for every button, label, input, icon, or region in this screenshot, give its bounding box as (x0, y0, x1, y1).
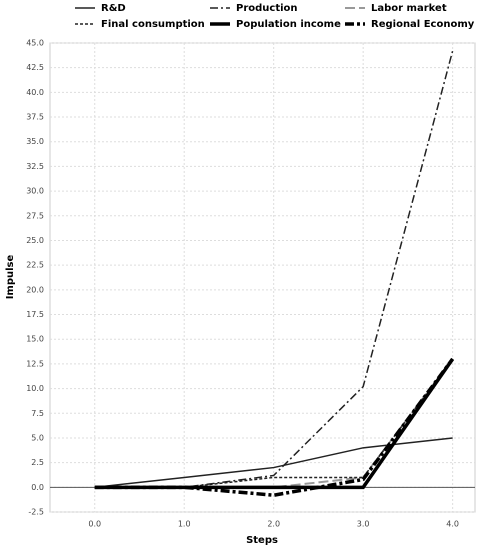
y-tick-label: 30.0 (26, 187, 44, 196)
x-tick-label: 2.0 (267, 520, 280, 529)
y-tick-label: 17.5 (26, 310, 44, 319)
x-tick-label: 1.0 (178, 520, 191, 529)
y-tick-label: 27.5 (26, 211, 44, 220)
legend-label: Production (236, 3, 298, 14)
plot-frame (49, 42, 476, 513)
legend-label: Regional Economy (371, 19, 475, 30)
y-axis-title: Impulse (5, 254, 16, 299)
y-tick-label: 10.0 (26, 384, 44, 393)
y-tick-label: 35.0 (26, 137, 44, 146)
y-tick-label: 7.5 (31, 409, 44, 418)
y-tick-label: 12.5 (26, 359, 44, 368)
x-tick-label: 4.0 (446, 520, 459, 529)
y-tick-label: 32.5 (26, 162, 44, 171)
y-tick-label: 45.0 (26, 39, 44, 48)
y-tick-label: 15.0 (26, 335, 44, 344)
y-tick-label: 2.5 (31, 458, 44, 467)
y-tick-label: 0.0 (31, 483, 44, 492)
legend-label: Labor market (371, 3, 447, 14)
y-tick-label: -2.5 (28, 508, 44, 517)
x-tick-label: 3.0 (357, 520, 370, 529)
legend-label: Final consumption (101, 19, 205, 30)
y-tick-label: 25.0 (26, 236, 44, 245)
y-tick-label: 20.0 (26, 285, 44, 294)
y-tick-label: 40.0 (26, 88, 44, 97)
x-tick-label: 0.0 (88, 520, 101, 529)
y-tick-label: 42.5 (26, 63, 44, 72)
x-axis-title: Steps (246, 535, 278, 546)
y-tick-label: 5.0 (31, 433, 44, 442)
legend-label: R&D (101, 3, 126, 14)
y-tick-label: 22.5 (26, 261, 44, 270)
legend-label: Population income (236, 19, 341, 30)
series-line (94, 357, 455, 497)
y-tick-label: 37.5 (26, 113, 44, 122)
